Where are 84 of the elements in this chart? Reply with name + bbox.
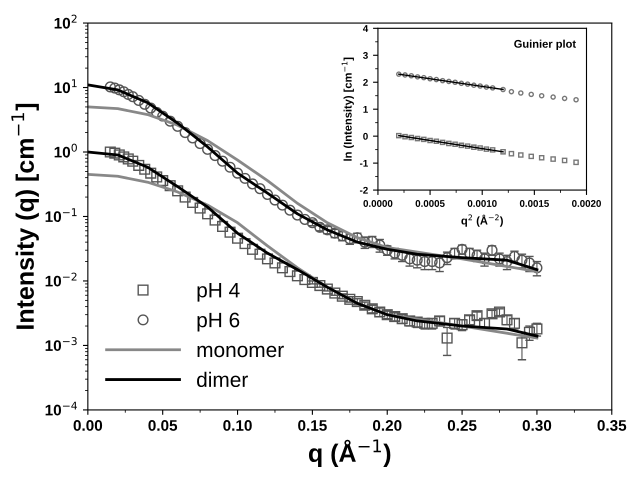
point (562, 158, 568, 164)
point (538, 154, 544, 161)
x-tick-label: 0.15 (298, 420, 327, 431)
point (528, 92, 534, 98)
y-tick-label: 10$^{−3}$ (46, 337, 77, 352)
x-tick-label: 0.25 (448, 420, 477, 431)
point (518, 152, 524, 158)
x-tick-label: 0.05 (148, 420, 178, 431)
y-tick-label: 2 (363, 78, 368, 86)
point (421, 136, 427, 142)
point (573, 96, 579, 103)
point (471, 144, 477, 150)
y-axis-title: ln (Intensity) [cm$^{−1}$] (342, 58, 354, 161)
y-tick-label: -2 (360, 186, 368, 194)
x-tick-label: 0.0005 (416, 200, 445, 207)
y-tick-label: 1 (363, 106, 368, 113)
x-tick-label: 0.0010 (468, 200, 497, 207)
point (427, 138, 433, 144)
legend-label: pH 4 (198, 283, 240, 302)
point (550, 156, 556, 162)
point (528, 154, 534, 160)
legend-label: pH 6 (198, 312, 240, 332)
point (440, 78, 446, 84)
point (440, 140, 446, 146)
point (408, 72, 414, 79)
point (452, 79, 458, 86)
point (434, 138, 440, 144)
point (518, 90, 524, 96)
point (458, 80, 464, 86)
y-tick-label: 10$^{1}$ (54, 79, 77, 94)
point (500, 149, 506, 155)
x-tick-label: 0.30 (522, 420, 552, 431)
x-tick-label: 0.0020 (572, 200, 601, 207)
point (408, 134, 414, 140)
point (490, 147, 496, 153)
point (402, 134, 408, 140)
point (484, 84, 490, 90)
point (477, 145, 483, 151)
y-tick-label: 3 (363, 52, 368, 59)
x-tick-label: 0.0015 (520, 200, 549, 207)
x-tick-label: 0.0000 (363, 200, 392, 207)
point (477, 83, 483, 89)
x-tick-label: 0.35 (598, 420, 626, 431)
point (464, 143, 470, 149)
point (538, 92, 544, 98)
point (446, 140, 452, 146)
y-tick-label: 10$^{−1}$ (46, 208, 77, 222)
x-tick-label: 0.00 (74, 420, 102, 431)
x-axis-title: q$^{2}$ (Å$^{−2}$) (461, 214, 503, 227)
point (396, 71, 402, 77)
point (414, 136, 420, 142)
point (421, 74, 427, 80)
y-tick-label: 10$^{2}$ (54, 14, 77, 29)
point (508, 88, 514, 94)
point (434, 76, 440, 82)
point (573, 160, 579, 166)
point (414, 74, 420, 80)
y-tick-label: 0 (363, 132, 368, 140)
point (550, 94, 556, 100)
x-tick-label: 0.10 (223, 420, 252, 431)
legend-label: monomer (198, 346, 284, 358)
x-axis-title: q (Å$^{−1}$) (308, 439, 390, 467)
point (508, 150, 514, 156)
y-tick-label: 4 (362, 25, 368, 32)
y-axis-title: Intensity (q) [cm$^{−1}$] (11, 104, 39, 329)
text: Guinier plot (514, 40, 576, 50)
point (427, 76, 433, 82)
y-tick-label: 10$^{−2}$ (46, 272, 76, 287)
x-tick-label: 0.20 (372, 420, 402, 431)
point (452, 141, 458, 148)
point (471, 82, 477, 88)
point (490, 85, 496, 91)
point (446, 78, 452, 84)
legend-label: dimer (197, 372, 248, 388)
point (396, 132, 402, 138)
y-tick-label: -1 (360, 160, 368, 167)
point (402, 72, 408, 78)
y-tick-label: 10$^{−4}$ (46, 402, 77, 416)
point (484, 146, 490, 152)
y-tick-label: 10$^{0}$ (54, 144, 77, 158)
point (500, 86, 506, 92)
point (562, 96, 568, 102)
point (464, 81, 470, 87)
point (458, 142, 464, 148)
